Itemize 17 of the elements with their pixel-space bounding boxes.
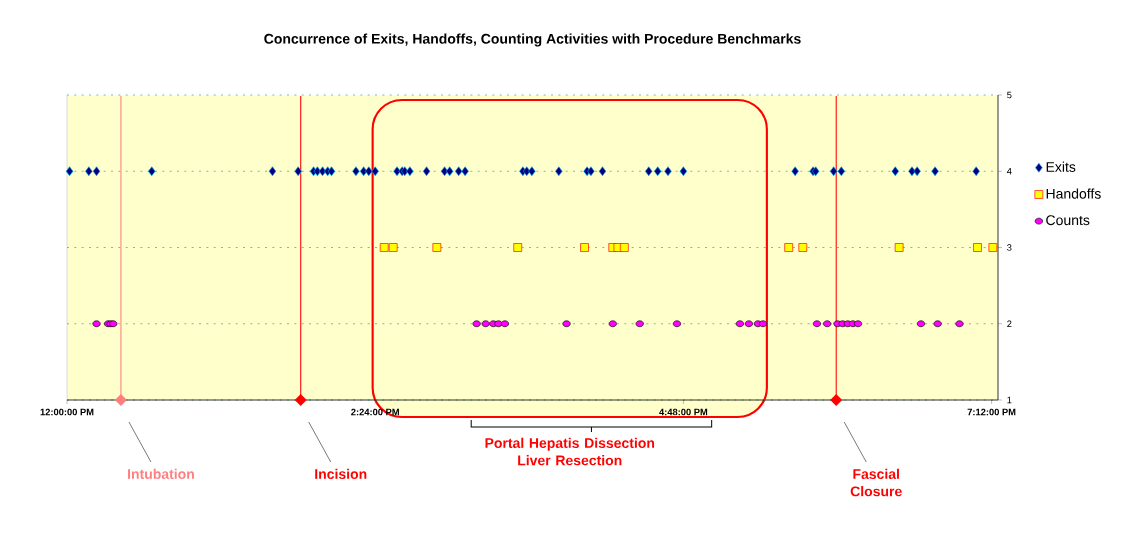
y-tick-label: 3 bbox=[1007, 244, 1012, 251]
y-tick-label: 4 bbox=[1006, 168, 1012, 175]
x-tick-label: 4:48:00 PM bbox=[659, 408, 708, 416]
x-tick-label: 7:12:00 PM bbox=[967, 408, 1016, 416]
y-tick-label: 5 bbox=[1007, 91, 1012, 99]
y-tick-label: 1 bbox=[1007, 396, 1012, 404]
legend-label: Counts bbox=[1046, 215, 1090, 226]
band-label: Portal Hepatis Dissection Liver Resection bbox=[485, 437, 655, 466]
x-tick-label: 2:24:00 PM bbox=[351, 408, 399, 416]
ref-line-label: Intubation bbox=[128, 468, 194, 479]
ref-line-label: Incision bbox=[315, 468, 367, 479]
ref-line-label: Fascial Closure bbox=[850, 468, 902, 497]
legend-label: Handoffs bbox=[1046, 188, 1101, 199]
legend-label: Exits bbox=[1046, 161, 1076, 172]
chart-title: Concurrence of Exits, Handoffs, Counting Activities with Procedure Benchmarks bbox=[264, 33, 801, 47]
y-tick-label: 2 bbox=[1007, 320, 1012, 328]
x-tick-label: 12:00:00 PM bbox=[40, 408, 94, 416]
